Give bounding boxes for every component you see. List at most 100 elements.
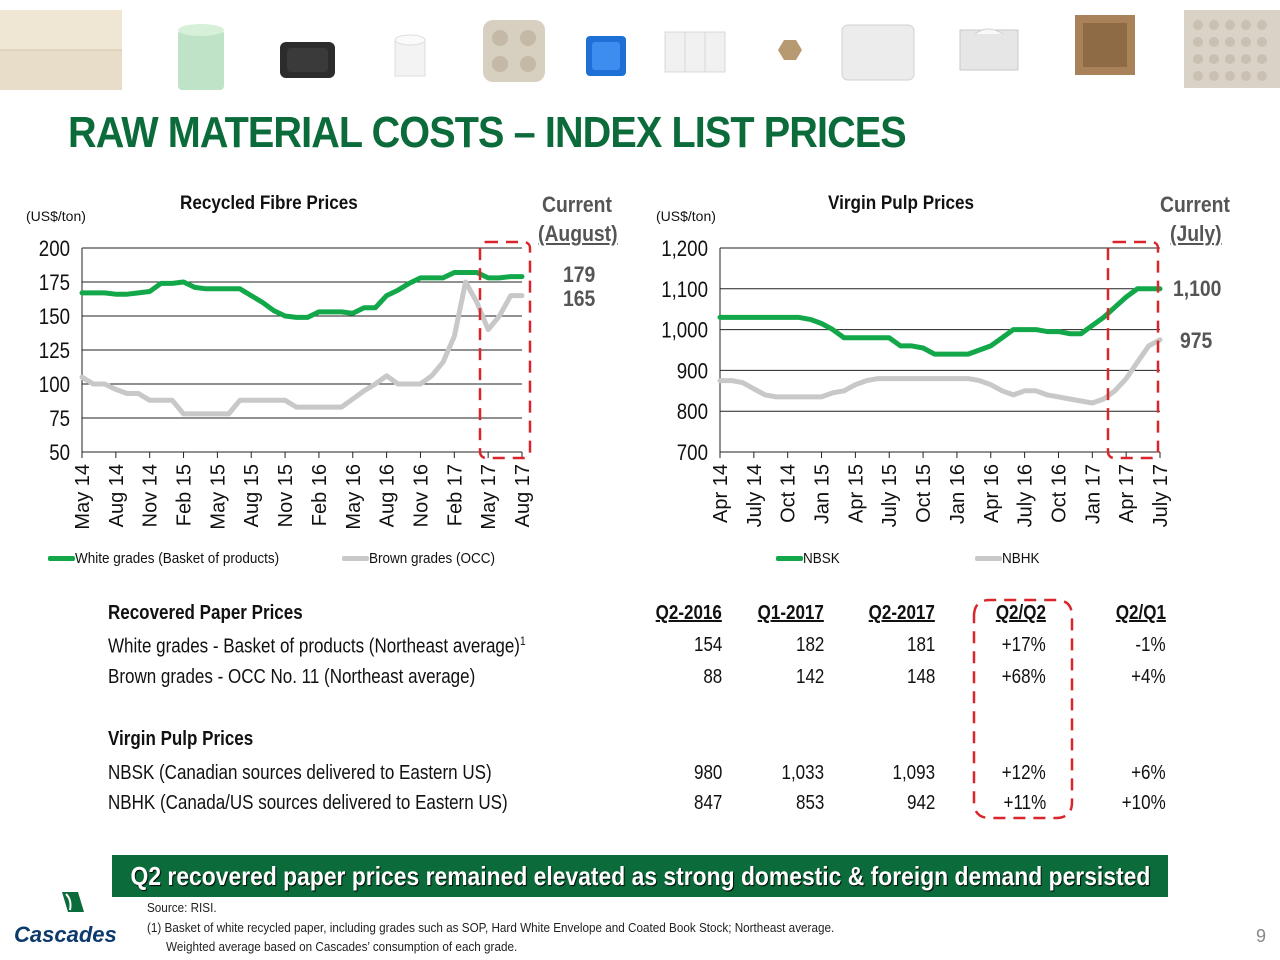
product-food-tray-image — [841, 24, 915, 81]
y-tick-label: 50 — [49, 442, 70, 466]
cell-q2q1: +10% — [1122, 792, 1166, 814]
x-tick-label: May 16 — [343, 464, 365, 530]
cell-q1-2017: 182 — [795, 634, 824, 656]
q2q2-highlight-box — [972, 598, 1074, 820]
x-tick-label: Apr 17 — [1116, 464, 1138, 523]
legend-swatch-grey — [342, 556, 369, 561]
x-tick-label: Oct 15 — [913, 464, 935, 523]
cell-q2q2: +11% — [1003, 792, 1046, 814]
x-tick-label: Apr 14 — [710, 464, 732, 523]
cascades-logo: Cascades — [14, 890, 134, 950]
y-tick-label: 200 — [39, 238, 70, 262]
cell-q2q1: +4% — [1131, 666, 1166, 688]
recovered-paper-heading: Recovered Paper Prices — [108, 602, 303, 624]
legend-nbhk: NBHK — [975, 550, 1040, 567]
current-period-highlight — [1106, 240, 1160, 460]
y-tick-label: 125 — [39, 340, 70, 364]
y-tick-label: 700 — [677, 442, 708, 466]
x-tick-label: Feb 16 — [309, 464, 331, 526]
cell-q1-2017: 1,033 — [781, 762, 824, 784]
col-q2-2017: Q2-2017 — [868, 602, 935, 624]
legend-label: NBSK — [803, 550, 840, 567]
x-tick-label: May 14 — [72, 464, 94, 530]
x-tick-label: Feb 15 — [174, 464, 196, 526]
series-line-nbsk — [717, 286, 1163, 357]
product-cardboard-box-image — [1075, 15, 1135, 75]
row-label-text: White grades - Basket of products (North… — [108, 635, 520, 658]
row-label: NBHK (Canada/US sources delivered to Eas… — [108, 792, 508, 814]
x-tick-label: Feb 17 — [444, 464, 466, 526]
legend-label: White grades (Basket of products) — [75, 550, 280, 567]
series-line-brown-grades-occ — [79, 279, 525, 417]
product-blue-tray-image — [586, 36, 626, 76]
cell-q2q2: +12% — [1002, 762, 1046, 784]
product-images-strip — [0, 10, 1280, 90]
page-title: RAW MATERIAL COSTS – INDEX LIST PRICES — [68, 108, 907, 157]
key-message-banner: Q2 recovered paper prices remained eleva… — [112, 855, 1168, 897]
cell-q2-2017: 942 — [906, 792, 935, 814]
y-tick-label: 900 — [677, 360, 708, 384]
legend-label: Brown grades (OCC) — [369, 550, 496, 567]
legend-swatch-grey — [975, 556, 1002, 561]
left-current-period: (August) — [538, 221, 618, 246]
right-chart-unit-label: (US$/ton) — [656, 208, 716, 224]
y-tick-label: 150 — [39, 306, 70, 330]
product-cup-carrier-image — [483, 20, 545, 82]
cell-q2q1: +6% — [1131, 762, 1166, 784]
x-tick-label: Jan 16 — [947, 464, 969, 524]
legend-swatch-green — [48, 556, 75, 561]
col-q2q2: Q2/Q2 — [995, 602, 1046, 624]
footnote-1-continued: Weighted average based on Cascades’ cons… — [166, 939, 518, 954]
product-egg-carton-image — [1184, 10, 1280, 88]
cell-q2-2016: 154 — [693, 634, 722, 656]
y-tick-label: 75 — [49, 408, 70, 432]
right-current-label: Current — [1160, 192, 1230, 217]
right-chart-title: Virgin Pulp Prices — [828, 193, 975, 214]
cell-q2q2: +17% — [1002, 634, 1046, 656]
virgin-pulp-chart: 700 800 900 1,000 1,100 1,200 Apr 14 July 14 Oct… — [661, 238, 1172, 528]
cell-q2-2016: 88 — [703, 666, 722, 688]
cell-q1-2017: 142 — [795, 666, 824, 688]
x-tick-label: Nov 16 — [410, 464, 432, 527]
current-period-highlight — [478, 240, 532, 460]
footnote-1: (1) Basket of white recycled paper, incl… — [147, 920, 835, 935]
y-tick-label: 1,100 — [661, 278, 708, 302]
col-q2q1: Q2/Q1 — [1115, 602, 1166, 624]
x-tick-label: Jan 15 — [812, 464, 834, 524]
cell-q2q2: +68% — [1002, 666, 1046, 688]
x-tick-label: July 15 — [879, 464, 901, 527]
cell-q2-2017: 181 — [906, 634, 935, 656]
banner-text: Q2 recovered paper prices remained eleva… — [130, 860, 1150, 891]
legend-nbsk: NBSK — [776, 550, 840, 567]
row-label: NBSK (Canadian sources delivered to East… — [108, 762, 492, 784]
virgin-pulp-heading: Virgin Pulp Prices — [108, 728, 254, 750]
x-tick-label: Nov 14 — [140, 464, 162, 527]
legend-swatch-green — [776, 556, 803, 561]
product-tray-image — [280, 42, 335, 78]
right-current-period: (July) — [1170, 221, 1222, 246]
product-tissue-box-image — [959, 28, 1019, 71]
series-line-white-grades-basket-of-products — [79, 270, 525, 320]
left-current-value-white: 179 — [563, 262, 596, 287]
cell-q2-2017: 148 — [906, 666, 935, 688]
right-current-value-nbsk: 1,100 — [1173, 276, 1222, 301]
footnote-marker: 1 — [519, 634, 526, 648]
x-tick-label: Aug 14 — [106, 464, 128, 527]
product-board-image — [778, 40, 802, 60]
x-tick-label: Aug 16 — [377, 464, 399, 527]
source-note: Source: RISI. — [147, 900, 217, 915]
virgin-pulp-heading-row: Virgin Pulp Prices — [108, 728, 1178, 758]
table-row: NBHK (Canada/US sources delivered to Eas… — [108, 792, 1178, 822]
x-tick-label: May 15 — [207, 464, 229, 530]
left-current-value-brown: 165 — [563, 286, 596, 311]
legend-label: NBHK — [1002, 550, 1040, 567]
x-tick-label: Apr 15 — [845, 464, 867, 523]
left-chart-unit-label: (US$/ton) — [26, 208, 86, 224]
table-row: Brown grades - OCC No. 11 (Northeast ave… — [108, 666, 1178, 696]
cascades-logo-mark-icon: Cascades — [14, 892, 117, 947]
series-line-nbhk — [717, 337, 1163, 406]
y-tick-label: 175 — [39, 272, 70, 296]
left-current-label: Current — [542, 192, 612, 217]
cell-q2q1: -1% — [1135, 634, 1166, 656]
y-tick-label: 800 — [677, 401, 708, 425]
